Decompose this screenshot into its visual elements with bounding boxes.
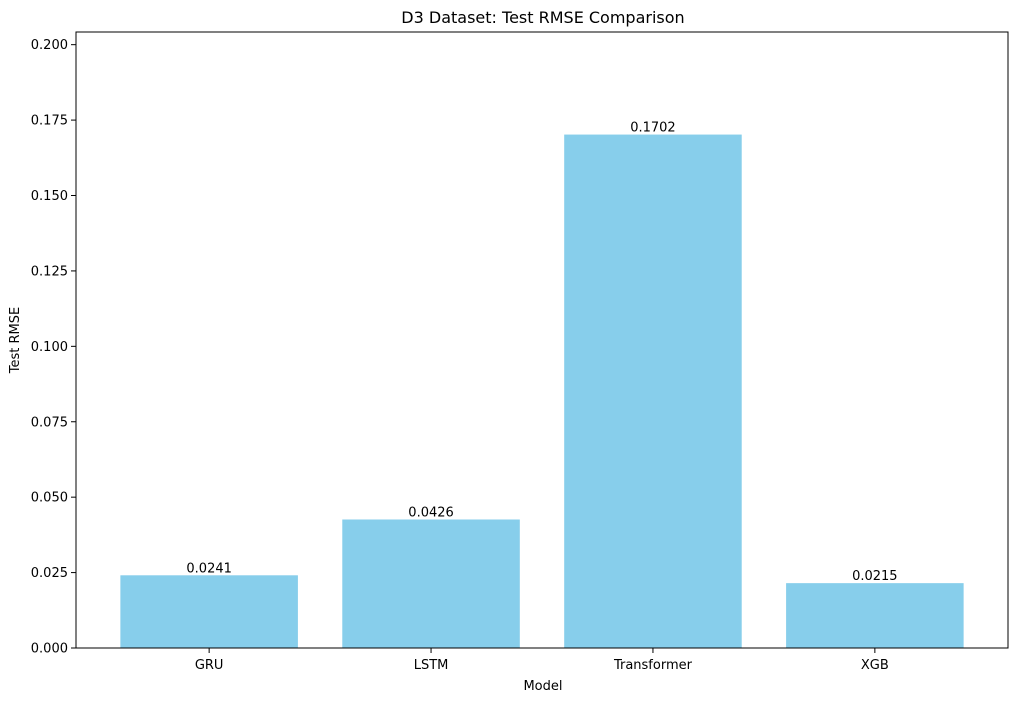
chart-title: D3 Dataset: Test RMSE Comparison [401,8,684,27]
y-tick-label: 0.100 [31,340,68,355]
bar-gru [120,575,298,648]
data-label-lstm: 0.0426 [408,505,454,520]
bar-transformer [564,134,742,649]
data-label-xgb: 0.0215 [852,569,898,584]
y-tick-label: 0.000 [31,642,68,657]
y-tick-label: 0.150 [31,189,68,204]
x-tick-label: LSTM [414,658,449,673]
x-tick-label: Transformer [613,658,693,673]
y-tick-label: 0.125 [31,264,68,279]
y-tick-label: 0.075 [31,415,68,430]
bar-lstm [342,519,520,648]
x-tick-label: GRU [195,658,224,673]
y-tick-label: 0.175 [31,114,68,129]
x-tick-label: XGB [861,658,889,673]
bar-xgb [786,583,964,648]
y-tick-label: 0.050 [31,491,68,506]
plot-frame [75,31,1009,649]
y-axis-label: Test RMSE [8,307,23,374]
data-label-transformer: 0.1702 [630,121,676,136]
y-tick-label: 0.200 [31,38,68,53]
x-axis-label: Model [523,679,562,694]
data-label-gru: 0.0241 [186,561,232,576]
y-tick-label: 0.025 [31,566,68,581]
